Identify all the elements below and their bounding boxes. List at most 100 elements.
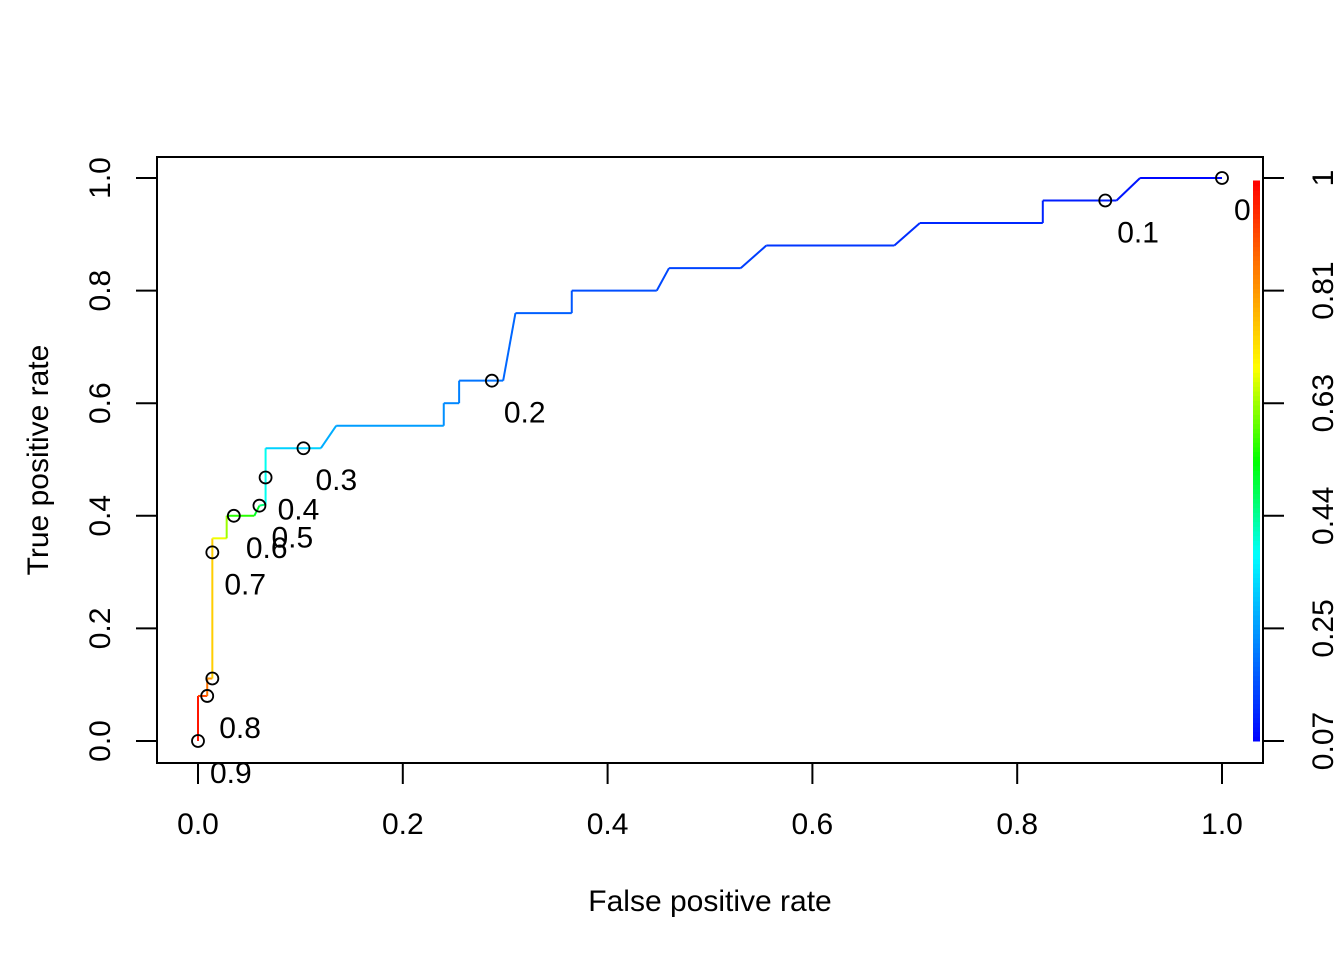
colorbar-band	[1253, 283, 1260, 289]
colorbar-band	[1253, 194, 1260, 201]
colorbar-band	[1253, 292, 1260, 299]
colorbar-band	[1253, 623, 1260, 630]
colorbar-tick-label: 0.81	[1307, 261, 1340, 319]
colorbar-band	[1253, 451, 1260, 457]
colorbar-band	[1253, 357, 1260, 364]
colorbar-band	[1253, 717, 1260, 723]
colorbar-band	[1253, 399, 1260, 406]
colorbar-band	[1253, 367, 1260, 373]
cutoff-label: 0.4	[278, 494, 320, 527]
colorbar-band	[1253, 334, 1260, 341]
colorbar-band	[1253, 325, 1260, 331]
colorbar-band	[1253, 586, 1260, 593]
colorbar-band	[1253, 637, 1260, 644]
cutoff-marker	[252, 498, 267, 513]
colorbar-band	[1253, 707, 1260, 714]
colorbar-band	[1253, 213, 1260, 219]
colorbar-band	[1253, 693, 1260, 700]
colorbar-band	[1253, 460, 1260, 467]
roc-curve-segment	[893, 222, 921, 247]
cutoff-marker	[1215, 171, 1229, 185]
colorbar-band	[1253, 227, 1260, 233]
colorbar-band	[1253, 404, 1260, 411]
cutoff-label: 0.9	[210, 757, 252, 790]
cutoff-label: 0.6	[246, 532, 288, 565]
roc-curve-segment	[740, 244, 767, 269]
colorbar-band	[1253, 530, 1260, 537]
x-tick-label: 0.6	[792, 808, 834, 841]
colorbar-tick-label: 0.25	[1307, 599, 1340, 657]
colorbar-band	[1253, 255, 1260, 261]
colorbar-band	[1253, 665, 1260, 672]
colorbar-band	[1253, 577, 1260, 583]
colorbar-band	[1253, 376, 1260, 383]
cutoff-label: 0.7	[224, 568, 266, 601]
colorbar-band	[1253, 591, 1260, 597]
roc-curve-segment	[1115, 177, 1141, 202]
colorbar-band	[1253, 703, 1260, 709]
cutoff-marker	[191, 734, 205, 748]
colorbar-band	[1253, 245, 1260, 252]
colorbar-band	[1253, 446, 1260, 453]
colorbar-band	[1253, 395, 1260, 401]
cutoff-marker	[1098, 193, 1113, 208]
colorbar-band	[1253, 301, 1260, 308]
y-tick-label: 1.0	[84, 157, 117, 199]
x-tick-label: 0.0	[177, 808, 219, 841]
colorbar-band	[1253, 647, 1260, 653]
cutoff-points: 0.9 0.8 0.70.60.50.40.3 0.2 0.1 0	[191, 171, 1251, 790]
colorbar-band	[1253, 199, 1260, 205]
cutoff-marker	[226, 508, 241, 523]
colorbar-band	[1253, 217, 1260, 224]
colorbar-band	[1253, 731, 1260, 737]
colorbar-band	[1253, 689, 1260, 695]
colorbar-band	[1253, 511, 1260, 518]
colorbar-band	[1253, 437, 1260, 443]
colorbar-band	[1253, 619, 1260, 625]
colorbar-band	[1253, 698, 1260, 705]
cutoff-label: 0.2	[504, 397, 546, 430]
colorbar-band	[1253, 465, 1260, 471]
colorbar-band	[1253, 507, 1260, 513]
colorbar-band	[1253, 735, 1260, 742]
roc-curve-segment	[320, 425, 338, 449]
cutoff-marker	[258, 470, 273, 485]
colorbar-band	[1253, 390, 1260, 397]
colorbar-band	[1253, 278, 1260, 285]
cutoff-marker	[205, 671, 220, 686]
colorbar-tick-label: 1	[1307, 170, 1340, 187]
colorbar-band	[1253, 670, 1260, 677]
colorbar: 0.07 0.25 0.44 0.63 0.81 1	[1253, 170, 1340, 770]
colorbar-band	[1253, 493, 1260, 499]
colorbar-band	[1253, 306, 1260, 313]
colorbar-band	[1253, 567, 1260, 574]
colorbar-band	[1253, 362, 1260, 369]
colorbar-band	[1253, 432, 1260, 439]
cutoff-label: 0	[1234, 194, 1251, 227]
colorbar-band	[1253, 600, 1260, 607]
colorbar-band	[1253, 371, 1260, 378]
x-tick-label: 0.8	[996, 808, 1038, 841]
x-tick-label: 0.4	[587, 808, 629, 841]
colorbar-band	[1253, 651, 1260, 658]
colorbar-band	[1253, 516, 1260, 523]
colorbar-band	[1253, 259, 1260, 266]
colorbar-band	[1253, 264, 1260, 271]
roc-curve-segment	[655, 267, 670, 292]
colorbar-band	[1253, 311, 1260, 317]
colorbar-band	[1253, 441, 1260, 448]
roc-curve-segment	[502, 312, 517, 381]
colorbar-tick-label: 0.44	[1307, 487, 1340, 545]
x-tick-label: 0.2	[382, 808, 424, 841]
colorbar-band	[1253, 185, 1260, 191]
colorbar-band	[1253, 329, 1260, 336]
colorbar-tick-label: 0.63	[1307, 374, 1340, 432]
cutoff-marker	[296, 441, 311, 456]
colorbar-band	[1253, 558, 1260, 565]
colorbar-band	[1253, 549, 1260, 555]
colorbar-band	[1253, 525, 1260, 532]
colorbar-band	[1253, 553, 1260, 560]
colorbar-band	[1253, 297, 1260, 303]
colorbar-band	[1253, 661, 1260, 667]
